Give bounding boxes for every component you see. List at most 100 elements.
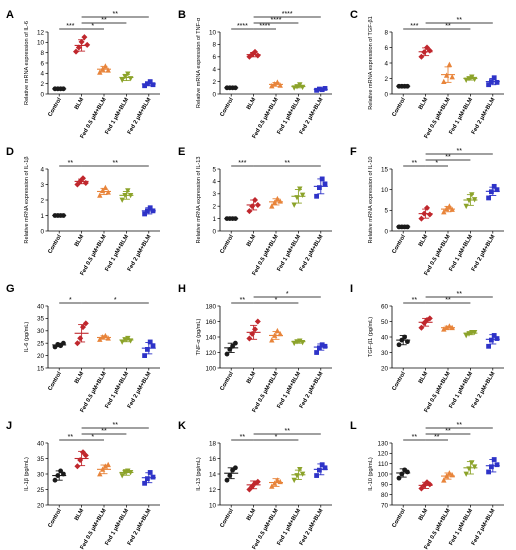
data-point bbox=[491, 183, 497, 189]
significance-label: ** bbox=[112, 11, 118, 18]
y-tick-label: 5 bbox=[384, 208, 388, 215]
data-point bbox=[150, 343, 156, 349]
data-point bbox=[294, 84, 300, 90]
x-tick-label: Fed 1 μM+BLM bbox=[276, 371, 302, 410]
data-point bbox=[322, 181, 328, 187]
panel-a: A 0 2 4 6 8 10 12 Relative mRNA expression of IL… bbox=[6, 9, 160, 140]
x-tick-label: Fed 2 μM+BLM bbox=[299, 97, 325, 136]
y-tick-label: 8 bbox=[40, 50, 44, 57]
data-point bbox=[233, 340, 238, 346]
data-point bbox=[317, 345, 322, 351]
significance-label: **** bbox=[271, 17, 282, 24]
significance-label: ** bbox=[112, 422, 118, 429]
data-point bbox=[469, 74, 475, 80]
data-point bbox=[147, 339, 153, 345]
y-tick-label: 160 bbox=[205, 319, 216, 326]
x-tick-label: Fed 2 μM+BLM bbox=[471, 371, 497, 410]
panel-b: B 0 2 4 6 8 10 Relative mRNA expression of TNF-… bbox=[178, 9, 332, 140]
y-tick-label: 80 bbox=[381, 492, 389, 499]
x-tick-label: Fed 1 μM+BLM bbox=[104, 234, 130, 273]
y-tick-label: 2 bbox=[40, 81, 44, 88]
data-point bbox=[294, 473, 300, 479]
data-point bbox=[127, 192, 134, 199]
data-point bbox=[249, 483, 256, 490]
data-point bbox=[291, 202, 297, 208]
data-point bbox=[314, 87, 319, 93]
y-tick-label: 12 bbox=[209, 487, 217, 494]
data-point bbox=[61, 86, 66, 92]
data-point bbox=[471, 329, 478, 336]
y-tick-label: 50 bbox=[381, 319, 389, 326]
data-point bbox=[274, 327, 281, 334]
data-point bbox=[441, 326, 447, 332]
x-tick-label: Fed 1 μM+BLM bbox=[448, 234, 474, 273]
data-point bbox=[399, 337, 405, 343]
data-point bbox=[82, 179, 89, 186]
y-axis-label: Relative mRNA expression of IL-10 bbox=[368, 156, 374, 243]
panel-f: F 0 5 10 15 Relative mRNA expression of IL-10… bbox=[350, 146, 504, 277]
significance-label: *** bbox=[238, 160, 246, 167]
data-point bbox=[322, 343, 328, 349]
y-tick-label: 30 bbox=[37, 471, 45, 478]
data-point bbox=[449, 74, 455, 80]
y-tick-label: 0 bbox=[384, 228, 388, 235]
data-point bbox=[55, 473, 61, 478]
x-tick-label: Fed 1 μM+BLM bbox=[276, 234, 302, 273]
data-point bbox=[246, 335, 253, 342]
data-point bbox=[463, 203, 469, 210]
data-point bbox=[77, 457, 84, 464]
y-tick-label: 10 bbox=[209, 502, 217, 509]
data-point bbox=[489, 337, 494, 343]
data-point bbox=[396, 342, 402, 348]
significance-label: ** bbox=[412, 160, 418, 167]
y-tick-label: 2 bbox=[384, 76, 388, 83]
panel-letter: H bbox=[178, 283, 186, 295]
data-point bbox=[486, 343, 491, 349]
significance-label: **** bbox=[282, 11, 293, 18]
y-tick-label: 2 bbox=[212, 79, 216, 86]
y-tick-label: 30 bbox=[381, 350, 389, 357]
x-tick-label: Control bbox=[391, 371, 407, 392]
data-point bbox=[297, 466, 303, 473]
data-point bbox=[147, 205, 153, 211]
significance-label: * bbox=[286, 291, 289, 298]
data-point bbox=[299, 84, 306, 91]
data-point bbox=[145, 208, 150, 214]
y-axis-label: TGF-β1 (pg/mL) bbox=[368, 317, 374, 357]
x-tick-label: BLM bbox=[74, 508, 86, 522]
x-tick-label: BLM bbox=[246, 97, 258, 111]
data-point bbox=[399, 471, 405, 477]
significance-label: * bbox=[114, 297, 117, 304]
data-point bbox=[73, 48, 79, 55]
significance-label: ** bbox=[101, 428, 107, 435]
y-tick-label: 6 bbox=[212, 54, 216, 61]
x-tick-label: Fed 0.5 μM+BLM bbox=[252, 97, 280, 140]
y-tick-label: 10 bbox=[209, 29, 217, 36]
panel-letter: L bbox=[350, 420, 357, 432]
data-point bbox=[466, 466, 472, 472]
panel-letter: A bbox=[6, 9, 14, 21]
data-point bbox=[80, 324, 86, 331]
significance-label: ** bbox=[284, 428, 290, 435]
data-point bbox=[74, 340, 81, 347]
y-tick-label: 140 bbox=[205, 334, 216, 341]
x-tick-label: Control bbox=[219, 97, 235, 118]
y-axis-label: Relative mRNA expression of IL-1β bbox=[24, 156, 30, 243]
y-tick-label: 120 bbox=[377, 451, 388, 458]
data-point bbox=[274, 477, 281, 483]
y-tick-label: 20 bbox=[381, 365, 389, 372]
data-point bbox=[402, 334, 407, 340]
x-tick-label: Control bbox=[47, 371, 63, 392]
y-tick-label: 0 bbox=[212, 91, 216, 98]
y-tick-label: 0 bbox=[40, 228, 44, 235]
data-point bbox=[74, 463, 81, 470]
data-point bbox=[147, 79, 153, 84]
y-tick-label: 12 bbox=[37, 29, 45, 36]
data-point bbox=[443, 72, 450, 78]
data-point bbox=[145, 347, 150, 352]
data-point bbox=[97, 471, 103, 477]
x-tick-label: Fed 2 μM+BLM bbox=[471, 97, 497, 136]
data-point bbox=[78, 38, 85, 45]
data-point bbox=[97, 336, 103, 342]
